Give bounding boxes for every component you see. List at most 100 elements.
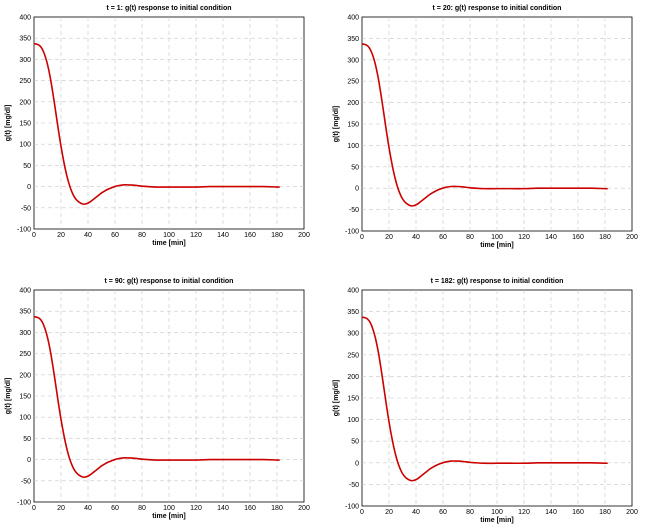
x-tick-label-4: 120 xyxy=(518,509,530,516)
y-tick-label-4: -100 xyxy=(345,504,359,511)
x-tick-label-3: 20 xyxy=(57,505,65,512)
y-tick-label-2: 300 xyxy=(347,57,359,64)
x-tick-label-4: 180 xyxy=(599,509,611,516)
y-tick-label-1: 150 xyxy=(19,121,31,128)
chart-title-1: t = 1: g(t) response to initial conditio… xyxy=(106,5,231,12)
x-tick-label-3: 120 xyxy=(190,505,202,512)
y-tick-label-2: 100 xyxy=(347,143,359,150)
series-line-1 xyxy=(33,42,280,205)
chart-panel-1: t = 1: g(t) response to initial conditio… xyxy=(5,5,310,247)
y-tick-label-1: 300 xyxy=(19,57,31,64)
y-tick-label-4: 150 xyxy=(347,396,359,403)
y-tick-label-4: 50 xyxy=(351,439,359,446)
x-tick-label-1: 60 xyxy=(111,232,119,239)
y-tick-label-1: 350 xyxy=(19,36,31,43)
y-tick-label-3: -50 xyxy=(21,478,31,485)
chart-title-4: t = 182: g(t) response to initial condit… xyxy=(431,278,564,285)
x-tick-label-2: 180 xyxy=(599,234,611,241)
y-tick-label-1: 50 xyxy=(23,163,31,170)
x-tick-label-1: 160 xyxy=(244,232,256,239)
x-tick-label-2: 200 xyxy=(626,234,638,241)
chart-panel-3: t = 90: g(t) response to initial conditi… xyxy=(5,278,310,520)
y-tick-label-2: 150 xyxy=(347,122,359,129)
y-tick-label-1: 0 xyxy=(27,184,31,191)
x-tick-label-1: 0 xyxy=(32,232,36,239)
y-tick-label-1: 100 xyxy=(19,142,31,149)
y-tick-label-4: 0 xyxy=(355,460,359,467)
y-axis-label-3: g(t) [mg/dl] xyxy=(5,378,12,415)
x-tick-label-1: 120 xyxy=(190,232,202,239)
y-tick-label-2: 250 xyxy=(347,79,359,86)
y-tick-label-4: 250 xyxy=(347,352,359,359)
x-tick-label-2: 60 xyxy=(439,234,447,241)
x-tick-label-4: 60 xyxy=(439,509,447,516)
x-tick-label-1: 200 xyxy=(298,232,310,239)
x-tick-label-3: 40 xyxy=(84,505,92,512)
y-tick-label-4: 100 xyxy=(347,417,359,424)
x-tick-label-2: 120 xyxy=(518,234,530,241)
y-axis-label-1: g(t) [mg/dl] xyxy=(5,105,12,142)
x-tick-label-3: 80 xyxy=(138,505,146,512)
x-tick-label-1: 140 xyxy=(217,232,229,239)
x-axis-label-3: time [min] xyxy=(152,513,185,520)
x-tick-label-3: 180 xyxy=(271,505,283,512)
x-tick-label-3: 140 xyxy=(217,505,229,512)
chart-title-2: t = 20: g(t) response to initial conditi… xyxy=(433,5,562,12)
x-tick-label-3: 100 xyxy=(163,505,175,512)
chart-title-3: t = 90: g(t) response to initial conditi… xyxy=(105,278,234,285)
y-tick-label-2: 350 xyxy=(347,36,359,43)
x-tick-label-2: 40 xyxy=(412,234,420,241)
y-tick-label-3: 0 xyxy=(27,457,31,464)
x-tick-label-3: 160 xyxy=(244,505,256,512)
y-tick-label-3: 200 xyxy=(19,372,31,379)
y-tick-label-1: 400 xyxy=(19,15,31,22)
y-tick-label-4: 200 xyxy=(347,374,359,381)
x-tick-label-4: 140 xyxy=(545,509,557,516)
chart-panel-4: t = 182: g(t) response to initial condit… xyxy=(333,278,638,524)
y-tick-label-1: 200 xyxy=(19,99,31,106)
x-tick-label-2: 160 xyxy=(572,234,584,241)
y-tick-label-4: 350 xyxy=(347,309,359,316)
x-tick-label-4: 0 xyxy=(360,509,364,516)
x-axis-label-2: time [min] xyxy=(480,242,513,249)
x-tick-label-2: 140 xyxy=(545,234,557,241)
x-axis-label-1: time [min] xyxy=(152,240,185,247)
x-tick-label-3: 60 xyxy=(111,505,119,512)
series-line-2 xyxy=(361,43,608,207)
x-tick-label-1: 80 xyxy=(138,232,146,239)
x-tick-label-4: 80 xyxy=(466,509,474,516)
x-tick-label-3: 200 xyxy=(298,505,310,512)
x-tick-label-1: 20 xyxy=(57,232,65,239)
y-tick-label-2: 400 xyxy=(347,15,359,22)
x-tick-label-1: 100 xyxy=(163,232,175,239)
x-tick-label-2: 0 xyxy=(360,234,364,241)
y-tick-label-3: 400 xyxy=(19,288,31,295)
x-axis-label-4: time [min] xyxy=(480,517,513,524)
x-tick-label-2: 100 xyxy=(491,234,503,241)
x-tick-label-1: 180 xyxy=(271,232,283,239)
series-line-3 xyxy=(33,315,280,478)
y-tick-label-2: -100 xyxy=(345,229,359,236)
y-tick-label-2: 0 xyxy=(355,186,359,193)
y-axis-label-4: g(t) [mg/dl] xyxy=(333,380,340,417)
x-tick-label-2: 20 xyxy=(385,234,393,241)
x-tick-label-4: 160 xyxy=(572,509,584,516)
y-tick-label-2: 50 xyxy=(351,164,359,171)
series-line-4 xyxy=(361,316,608,482)
x-tick-label-4: 20 xyxy=(385,509,393,516)
y-tick-label-3: -100 xyxy=(17,500,31,507)
y-tick-label-3: 50 xyxy=(23,436,31,443)
y-axis-label-2: g(t) [mg/dl] xyxy=(333,106,340,143)
y-tick-label-3: 100 xyxy=(19,415,31,422)
chart-panel-2: t = 20: g(t) response to initial conditi… xyxy=(333,5,638,249)
y-tick-label-2: 200 xyxy=(347,100,359,107)
y-tick-label-3: 300 xyxy=(19,330,31,337)
x-tick-label-4: 100 xyxy=(491,509,503,516)
y-tick-label-3: 150 xyxy=(19,394,31,401)
y-tick-label-4: 300 xyxy=(347,331,359,338)
x-tick-label-4: 40 xyxy=(412,509,420,516)
x-tick-label-4: 200 xyxy=(626,509,638,516)
x-tick-label-1: 40 xyxy=(84,232,92,239)
y-tick-label-2: -50 xyxy=(349,207,359,214)
